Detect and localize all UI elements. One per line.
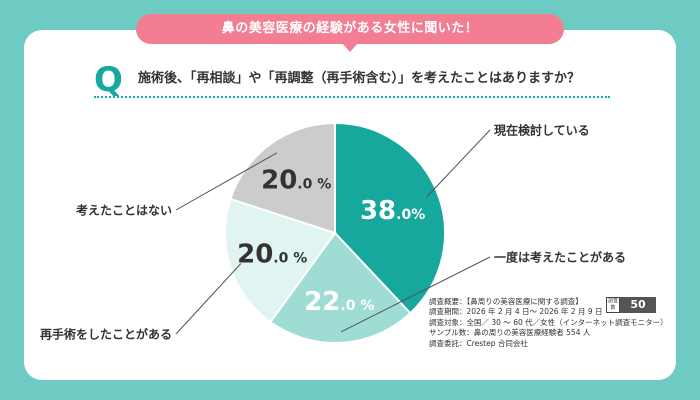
- pie-slice: [268, 231, 412, 344]
- leader-line: [175, 152, 278, 211]
- sample-count-label: 調査数: [606, 297, 620, 313]
- slice-category-label: 現在検討している: [494, 123, 590, 138]
- banner-pointer: [342, 43, 358, 52]
- leader-line: [426, 129, 491, 197]
- pie-slice: [229, 121, 336, 235]
- slice-value-label: 22.0 %: [304, 287, 374, 317]
- survey-info: 調査概要：【鼻周りの美容医療に関する調査】 調査期間：2026 年 2 月 4 …: [429, 297, 668, 349]
- survey-info-line: サンプル数：鼻の周りの美容医療経験者 554 人: [429, 328, 591, 338]
- title-banner: 鼻の美容医療の経験がある女性に聞いた！: [136, 14, 564, 44]
- survey-info-line: 調査概要：【鼻周りの美容医療に関する調査】: [429, 297, 583, 306]
- survey-info-line: 調査対象：全国／ 30 ～ 60 代／女性（インターネット調査モニター）: [429, 317, 668, 327]
- slice-category-label: 考えたことはない: [76, 203, 172, 218]
- sample-count-value: 50: [620, 297, 656, 313]
- leader-line: [340, 256, 491, 333]
- slice-value-label: 38.0%: [360, 196, 425, 226]
- slice-category-label: 一度は考えたことがある: [494, 250, 626, 265]
- sample-count-badge: 調査数 50: [606, 297, 656, 313]
- slice-value-label: 20.0 %: [237, 239, 307, 269]
- slice-category-label: 再手術をしたことがある: [40, 327, 172, 342]
- survey-info-line: 調査委託：Crestep 合同会社: [429, 338, 528, 348]
- question-mark-icon: Q: [94, 60, 123, 100]
- question-text: 施術後、「再相談」や「再調整（再手術含む）」を考えたことはありますか？: [138, 71, 581, 86]
- survey-info-line: 調査期間：2026 年 2 月 4 日～ 2026 年 2 月 9 日: [429, 307, 603, 317]
- leader-line: [175, 263, 242, 335]
- slice-value-label: 20.0 %: [261, 166, 331, 196]
- pie-slice: [334, 121, 446, 315]
- question-divider: [94, 96, 610, 98]
- pie-slice: [223, 197, 337, 324]
